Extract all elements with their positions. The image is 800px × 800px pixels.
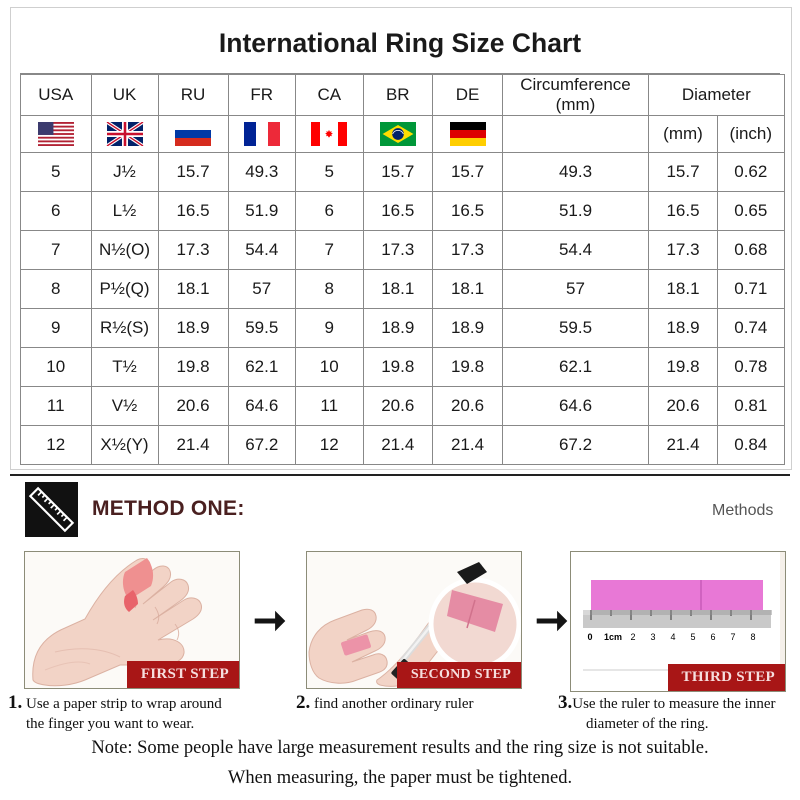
svg-text:7: 7 bbox=[730, 632, 735, 642]
svg-text:3: 3 bbox=[650, 632, 655, 642]
svg-text:2: 2 bbox=[630, 632, 635, 642]
svg-text:6: 6 bbox=[710, 632, 715, 642]
svg-text:0: 0 bbox=[587, 632, 592, 642]
svg-text:5: 5 bbox=[690, 632, 695, 642]
svg-text:4: 4 bbox=[670, 632, 675, 642]
svg-text:1cm: 1cm bbox=[604, 632, 622, 642]
svg-text:8: 8 bbox=[750, 632, 755, 642]
